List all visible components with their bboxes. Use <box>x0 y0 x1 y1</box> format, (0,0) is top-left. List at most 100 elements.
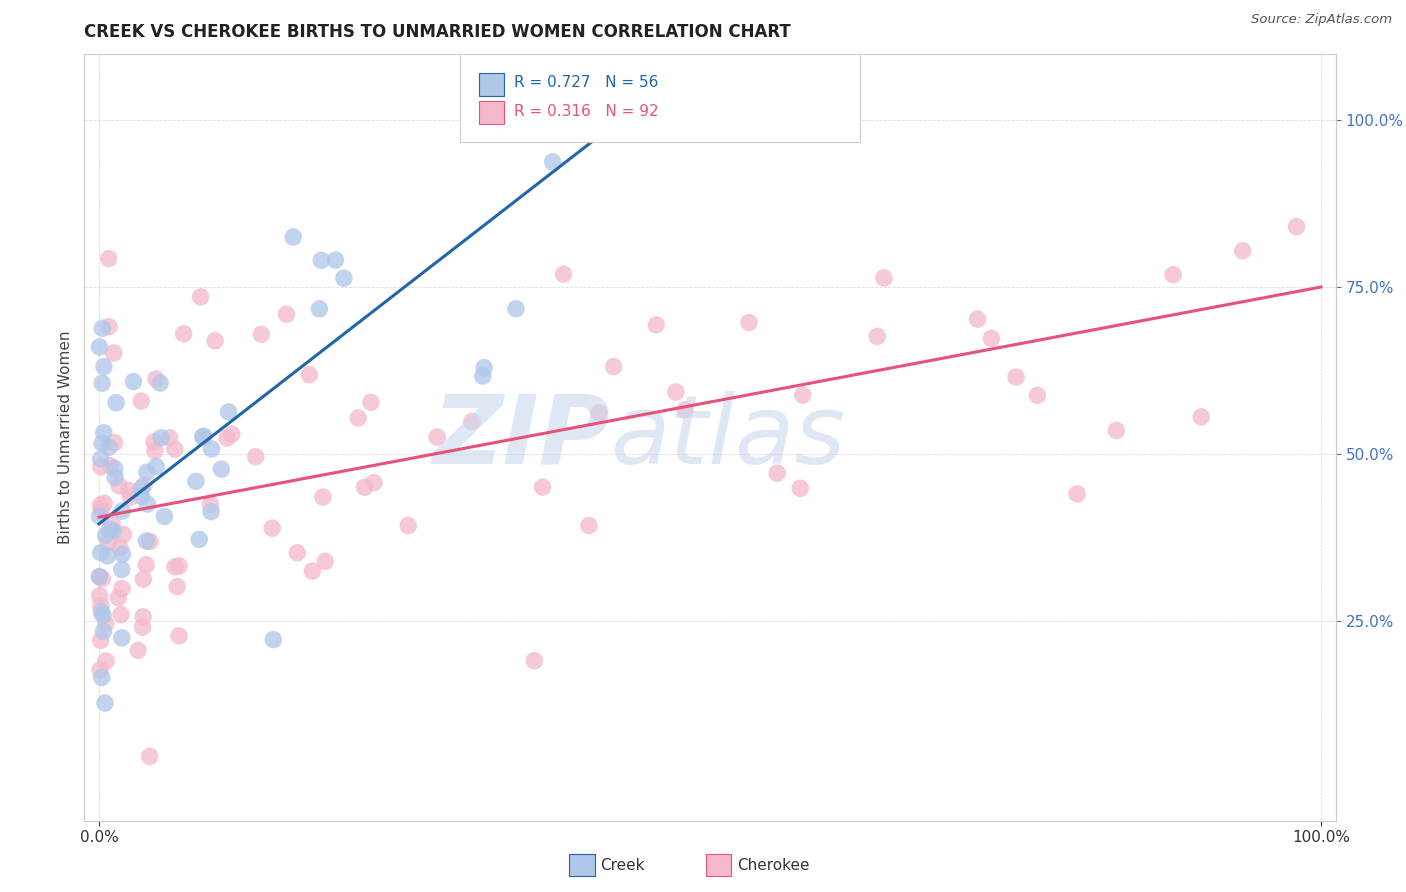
Point <box>308 301 330 316</box>
Point <box>184 475 207 489</box>
Text: Creek: Creek <box>600 858 645 872</box>
Point <box>94 696 117 710</box>
Point <box>167 558 190 573</box>
Point <box>209 462 232 476</box>
Point <box>541 154 564 169</box>
Point <box>98 440 121 454</box>
Point <box>588 406 610 420</box>
Point <box>120 490 142 504</box>
Point <box>103 346 125 360</box>
Point <box>108 479 131 493</box>
Point <box>135 533 157 548</box>
Point <box>333 271 356 285</box>
Point <box>94 616 117 631</box>
Point <box>104 462 127 476</box>
Point <box>201 442 224 456</box>
Point <box>93 425 115 440</box>
Point <box>122 375 145 389</box>
Point <box>204 334 226 348</box>
Point <box>1026 388 1049 402</box>
Point <box>673 402 696 417</box>
Point <box>215 431 238 445</box>
Point <box>262 632 284 647</box>
Point <box>578 518 600 533</box>
Point <box>312 490 335 504</box>
Point <box>104 470 127 484</box>
Point <box>111 562 134 576</box>
Point <box>173 326 195 341</box>
Point <box>145 459 167 474</box>
Point <box>245 450 267 464</box>
Point <box>136 497 159 511</box>
Point <box>191 430 214 444</box>
Point <box>98 523 121 537</box>
Point <box>285 546 308 560</box>
Point <box>143 444 166 458</box>
Point <box>132 609 155 624</box>
Point <box>111 547 134 561</box>
Text: CREEK VS CHEROKEE BIRTHS TO UNMARRIED WOMEN CORRELATION CHART: CREEK VS CHEROKEE BIRTHS TO UNMARRIED WO… <box>84 23 792 41</box>
Point <box>108 541 131 555</box>
Point <box>553 267 575 281</box>
Point <box>396 518 419 533</box>
Text: Source: ZipAtlas.com: Source: ZipAtlas.com <box>1251 13 1392 27</box>
Point <box>135 465 157 479</box>
Point <box>873 271 896 285</box>
Point <box>97 535 120 549</box>
Point <box>103 524 125 538</box>
Point <box>738 316 761 330</box>
Point <box>325 253 347 268</box>
Point <box>132 572 155 586</box>
Point <box>135 558 157 572</box>
Text: ZIP: ZIP <box>432 391 610 483</box>
Point <box>347 411 370 425</box>
Point <box>298 368 321 382</box>
Point <box>190 290 212 304</box>
Y-axis label: Births to Unmarried Women: Births to Unmarried Women <box>58 330 73 544</box>
Point <box>360 395 382 409</box>
Point <box>90 498 112 512</box>
Point <box>262 521 284 535</box>
Point <box>89 509 111 524</box>
Point <box>90 599 112 613</box>
Point <box>89 340 111 354</box>
Point <box>153 509 176 524</box>
Point <box>980 331 1002 345</box>
Point <box>90 546 112 560</box>
Point <box>142 434 165 449</box>
Point <box>163 442 186 457</box>
Point <box>94 654 117 668</box>
Point <box>145 372 167 386</box>
Point <box>1161 268 1184 282</box>
Point <box>159 431 181 445</box>
Point <box>112 527 135 541</box>
Point <box>426 430 449 444</box>
Point <box>91 608 114 623</box>
Text: R = 0.316   N = 92: R = 0.316 N = 92 <box>513 103 658 119</box>
Point <box>163 559 186 574</box>
Point <box>461 415 484 429</box>
Point <box>127 643 149 657</box>
Point <box>91 321 114 335</box>
Text: atlas: atlas <box>610 391 845 483</box>
Point <box>90 503 112 517</box>
Point <box>789 481 811 495</box>
Point <box>89 569 111 583</box>
Point <box>97 549 120 563</box>
Point <box>90 671 112 685</box>
Point <box>89 589 111 603</box>
Point <box>283 230 305 244</box>
Point <box>353 480 375 494</box>
Point <box>193 429 215 443</box>
Point <box>110 607 132 622</box>
Point <box>91 376 114 391</box>
Point <box>311 253 333 268</box>
Point <box>792 388 814 402</box>
Point <box>111 631 134 645</box>
Point <box>90 451 112 466</box>
Point <box>276 307 298 321</box>
Point <box>131 481 153 495</box>
Point <box>107 591 129 605</box>
Point <box>97 252 120 266</box>
Point <box>91 436 114 450</box>
